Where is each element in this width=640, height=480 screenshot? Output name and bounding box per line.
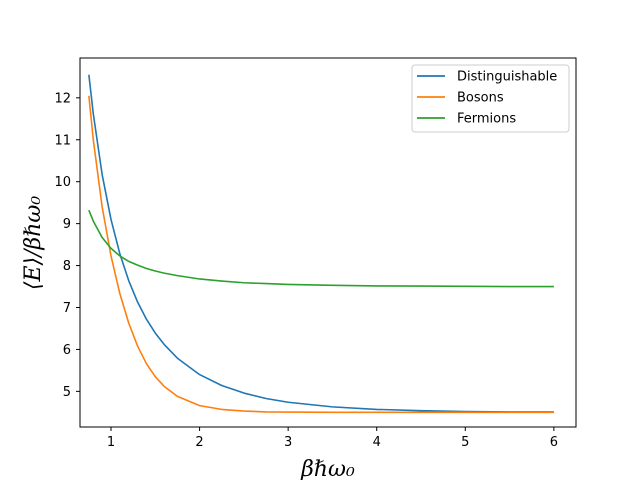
y-tick-label: 11 [54,133,71,148]
series-line-fermions [88,209,554,288]
series-line-bosons [88,95,554,414]
x-axis-ticks: 1 2 3 4 5 6 [107,427,558,450]
x-axis-label: βℏω₀ [300,457,355,480]
y-axis-ticks: 5 6 7 8 9 10 11 12 [54,91,80,400]
y-tick-label: 6 [63,343,71,358]
y-tick-label: 5 [63,385,71,400]
x-tick-label: 3 [284,435,292,450]
y-tick-label: 12 [54,91,71,106]
y-axis-label: ⟨E⟩/βℏω₀ [21,196,46,290]
y-tick-label: 10 [54,175,71,190]
plot-frame [79,57,577,428]
legend-label: Bosons [457,91,504,106]
legend-label: Fermions [457,112,516,127]
series-lines [88,74,554,414]
y-tick-label: 8 [63,259,71,274]
y-tick-label: 9 [63,217,71,232]
x-tick-label: 1 [107,435,115,450]
legend: Distinguishable Bosons Fermions [411,64,570,133]
y-tick-label: 7 [63,301,71,316]
legend-label: Distinguishable [457,70,557,85]
x-tick-label: 6 [550,435,558,450]
series-line-distinguishable [88,74,554,413]
legend-box [411,64,570,133]
x-tick-label: 4 [373,435,381,450]
x-tick-label: 2 [195,435,203,450]
x-tick-label: 5 [461,435,469,450]
